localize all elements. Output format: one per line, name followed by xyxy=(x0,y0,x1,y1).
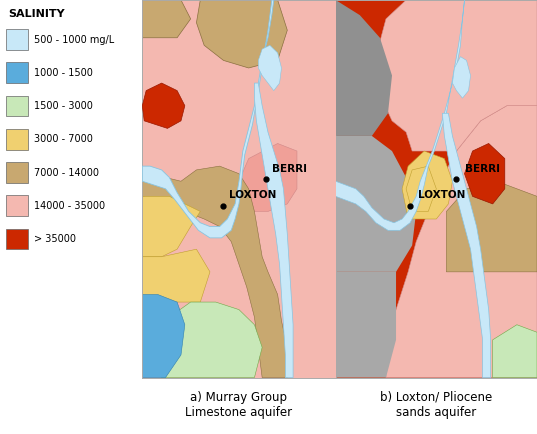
Polygon shape xyxy=(493,325,537,378)
FancyBboxPatch shape xyxy=(5,129,28,150)
Polygon shape xyxy=(158,302,262,378)
Text: 3000 - 7000: 3000 - 7000 xyxy=(33,135,92,145)
Text: 14000 - 35000: 14000 - 35000 xyxy=(33,201,105,211)
Polygon shape xyxy=(465,144,505,204)
Polygon shape xyxy=(446,181,537,272)
Polygon shape xyxy=(336,0,392,136)
FancyBboxPatch shape xyxy=(5,62,28,83)
Polygon shape xyxy=(442,113,491,378)
Text: a) Murray Group
Limestone aquifer: a) Murray Group Limestone aquifer xyxy=(185,391,293,419)
Polygon shape xyxy=(406,166,436,211)
Polygon shape xyxy=(142,83,185,128)
Polygon shape xyxy=(197,0,287,68)
Text: LOXTON: LOXTON xyxy=(229,190,277,200)
Polygon shape xyxy=(239,144,297,211)
Polygon shape xyxy=(255,83,293,378)
Text: LOXTON: LOXTON xyxy=(418,190,466,200)
Polygon shape xyxy=(336,0,465,230)
FancyBboxPatch shape xyxy=(5,195,28,216)
FancyBboxPatch shape xyxy=(5,29,28,50)
Polygon shape xyxy=(336,136,416,272)
Text: BERRI: BERRI xyxy=(465,164,499,174)
Text: 1500 - 3000: 1500 - 3000 xyxy=(33,101,92,111)
Polygon shape xyxy=(142,196,200,257)
Text: 500 - 1000 mg/L: 500 - 1000 mg/L xyxy=(33,35,114,45)
Text: SALINITY: SALINITY xyxy=(9,10,65,20)
Polygon shape xyxy=(142,166,287,378)
FancyBboxPatch shape xyxy=(5,229,28,250)
Polygon shape xyxy=(386,106,537,378)
Polygon shape xyxy=(336,0,537,378)
Polygon shape xyxy=(258,45,281,91)
Polygon shape xyxy=(142,0,336,378)
FancyBboxPatch shape xyxy=(5,96,28,116)
Text: 7000 - 14000: 7000 - 14000 xyxy=(33,168,98,178)
Polygon shape xyxy=(336,272,396,378)
Polygon shape xyxy=(452,56,470,98)
Polygon shape xyxy=(376,0,537,151)
Polygon shape xyxy=(142,0,274,238)
FancyBboxPatch shape xyxy=(5,162,28,183)
Polygon shape xyxy=(402,151,452,219)
Text: BERRI: BERRI xyxy=(272,164,307,174)
Text: > 35000: > 35000 xyxy=(33,234,76,244)
Text: 1000 - 1500: 1000 - 1500 xyxy=(33,68,92,78)
Polygon shape xyxy=(142,249,210,302)
Polygon shape xyxy=(142,0,191,38)
Polygon shape xyxy=(142,295,185,378)
Text: b) Loxton/ Pliocene
sands aquifer: b) Loxton/ Pliocene sands aquifer xyxy=(380,391,493,419)
